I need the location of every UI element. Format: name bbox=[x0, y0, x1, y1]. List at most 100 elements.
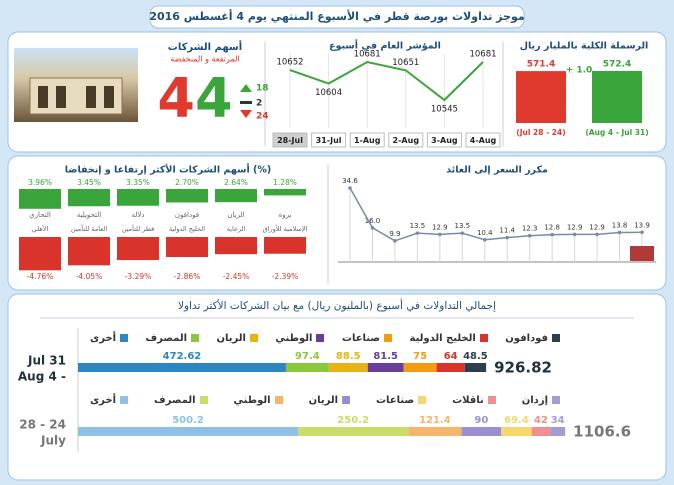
value-label: 34 bbox=[551, 415, 565, 426]
bar bbox=[215, 237, 257, 255]
legend-swatch bbox=[552, 396, 560, 404]
legend-item: صناعات bbox=[376, 395, 427, 406]
category-label: 4-Aug bbox=[470, 136, 497, 145]
value-label: 13.5 bbox=[455, 222, 471, 230]
bar-segment bbox=[461, 427, 502, 436]
value-label: 13.5 bbox=[410, 222, 426, 230]
legend-swatch bbox=[249, 334, 258, 342]
date-tab bbox=[426, 132, 462, 148]
value-label: 34.6 bbox=[342, 177, 358, 185]
bar-segment bbox=[436, 363, 465, 372]
point bbox=[550, 232, 554, 237]
panel bbox=[7, 293, 667, 481]
legend-text: الريان bbox=[308, 395, 339, 406]
legend-item: الخليج الدولية bbox=[410, 333, 488, 344]
chart-title: الرسملة الكلية بالمليار ريال bbox=[520, 41, 649, 52]
point bbox=[572, 232, 577, 237]
legend-text: ناقلات bbox=[452, 395, 484, 406]
bar bbox=[117, 237, 159, 261]
bar-segment bbox=[464, 363, 487, 372]
value-label: 10545 bbox=[431, 105, 458, 115]
category-label: 31-Jul bbox=[316, 136, 342, 145]
point bbox=[348, 186, 352, 190]
legend: إزدان ناقلات صناعات الريان الوطني المصرف أخرى bbox=[90, 395, 560, 406]
bar-segment bbox=[501, 427, 532, 436]
category-label: (Jul 28 - 24) bbox=[516, 128, 565, 137]
header-title: موجز تداولات بورصة قطر في الأسبوع المنته… bbox=[149, 9, 524, 23]
category-label: الرعاية bbox=[227, 225, 246, 233]
category-label: التحويلية bbox=[77, 211, 102, 219]
value-label: 10.4 bbox=[477, 229, 493, 237]
category-label: فودافون bbox=[175, 211, 199, 219]
legend-text: أخرى bbox=[90, 333, 117, 344]
legend-swatch bbox=[120, 334, 129, 342]
legend-swatch bbox=[479, 334, 488, 342]
value-label: 64 bbox=[444, 351, 458, 362]
point bbox=[415, 231, 420, 235]
value-label: 10651 bbox=[392, 58, 419, 68]
bar bbox=[516, 71, 566, 123]
category-label: بروة bbox=[279, 211, 292, 219]
date-tab bbox=[349, 132, 385, 148]
bar bbox=[117, 189, 159, 206]
value-label: 571.4 bbox=[527, 60, 555, 70]
bar bbox=[264, 189, 306, 196]
point bbox=[460, 231, 465, 235]
bar bbox=[68, 237, 110, 266]
value-label: 12.8 bbox=[544, 224, 560, 232]
bar bbox=[166, 237, 208, 258]
header-box bbox=[149, 5, 525, 29]
legend-text: فودافون bbox=[505, 333, 548, 344]
value-label: 97.4 bbox=[295, 351, 320, 362]
summary-title: أسهم الشركات bbox=[168, 40, 242, 53]
point bbox=[482, 237, 487, 242]
legend-item: المصرف bbox=[146, 333, 200, 344]
down-arrow bbox=[240, 110, 252, 118]
legend-text: الوطني bbox=[275, 333, 313, 344]
group-label: Jul 31 bbox=[27, 354, 66, 368]
value-label: 3.45% bbox=[77, 178, 101, 187]
category-label: دلالة bbox=[132, 211, 145, 219]
value-label: 12.3 bbox=[522, 225, 538, 233]
legend-item: الريان bbox=[308, 395, 351, 406]
value-label: 472.62 bbox=[163, 351, 202, 362]
bar-segment bbox=[298, 427, 409, 436]
legend-item: الوطني bbox=[234, 395, 283, 406]
point bbox=[438, 232, 442, 237]
value-label: 75 bbox=[413, 351, 427, 362]
down-count: 24 bbox=[256, 112, 269, 122]
legend-item: أخرى bbox=[90, 333, 129, 344]
total-count: 44 bbox=[157, 67, 232, 130]
value-label: -2.86% bbox=[174, 272, 201, 281]
category-label: 2-Aug bbox=[393, 136, 420, 145]
point bbox=[505, 235, 510, 240]
legend-swatch bbox=[552, 334, 560, 342]
legend-swatch bbox=[274, 396, 283, 404]
value-label: 3.96% bbox=[28, 178, 52, 187]
total-label: 1106.6 bbox=[573, 423, 631, 441]
legend-item: ناقلات bbox=[452, 395, 496, 406]
value-label: -3.29% bbox=[125, 272, 152, 281]
legend-text: صناعات bbox=[341, 333, 381, 344]
bar-segment bbox=[285, 363, 329, 372]
highlight-box bbox=[630, 246, 654, 261]
group-label: Aug 4 - bbox=[18, 370, 66, 384]
legend-swatch bbox=[384, 334, 393, 342]
value-label: 48.5 bbox=[463, 351, 488, 362]
value-label: 2.64% bbox=[224, 178, 248, 187]
value-label: 121.4 bbox=[419, 415, 451, 426]
up-arrow bbox=[240, 84, 252, 92]
legend-item: فودافون bbox=[505, 333, 560, 344]
date-tab bbox=[388, 132, 424, 148]
category-label: الخليج الدولية bbox=[169, 225, 205, 233]
point bbox=[370, 225, 375, 230]
point bbox=[527, 233, 532, 238]
category-label: قطر للتأمين bbox=[122, 224, 155, 233]
point bbox=[393, 239, 397, 243]
category-label: 3-Aug bbox=[431, 136, 458, 145]
bar bbox=[166, 189, 208, 203]
bar bbox=[264, 237, 306, 254]
category-label: التجاري bbox=[29, 211, 51, 219]
date-tab bbox=[465, 132, 501, 148]
